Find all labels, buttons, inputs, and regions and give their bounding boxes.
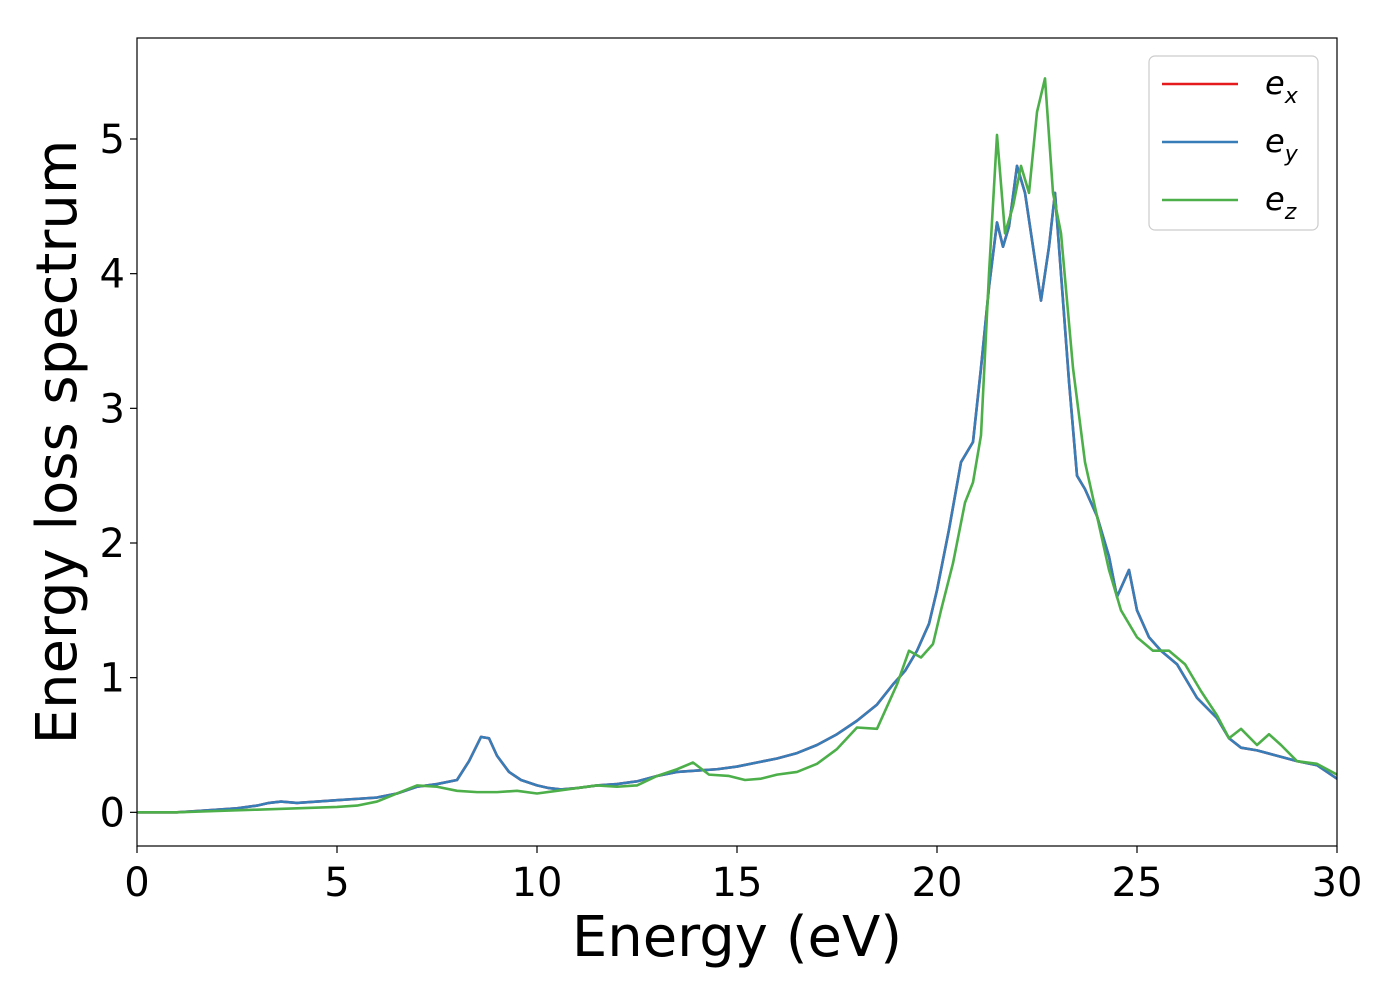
y-tick-label: 4 <box>100 252 125 298</box>
x-tick-label: 20 <box>912 860 963 906</box>
x-axis-title: Energy (eV) <box>572 905 902 970</box>
x-tick-label: 5 <box>324 860 349 906</box>
legend: ex ey ez <box>1148 55 1319 231</box>
x-axis: 0 5 10 15 20 25 30 <box>124 846 1362 906</box>
legend-label-y: ey <box>1265 122 1299 167</box>
y-axis: 0 1 2 3 4 5 <box>100 117 137 836</box>
y-tick-label: 5 <box>100 117 125 163</box>
series-line-z <box>137 77 1337 814</box>
y-tick-label: 0 <box>100 790 125 836</box>
series-layer <box>137 77 1337 814</box>
x-tick-label: 25 <box>1112 860 1163 906</box>
y-tick-label: 1 <box>100 656 125 702</box>
legend-label-x: ex <box>1265 64 1299 109</box>
y-tick-label: 3 <box>100 386 125 432</box>
x-tick-label: 30 <box>1312 860 1363 906</box>
y-tick-label: 2 <box>100 521 125 567</box>
x-tick-label: 0 <box>124 860 149 906</box>
legend-label-z: ez <box>1265 180 1297 225</box>
x-tick-label: 15 <box>712 860 763 906</box>
x-tick-label: 10 <box>512 860 563 906</box>
y-axis-title: Energy loss spectrum <box>25 140 90 745</box>
